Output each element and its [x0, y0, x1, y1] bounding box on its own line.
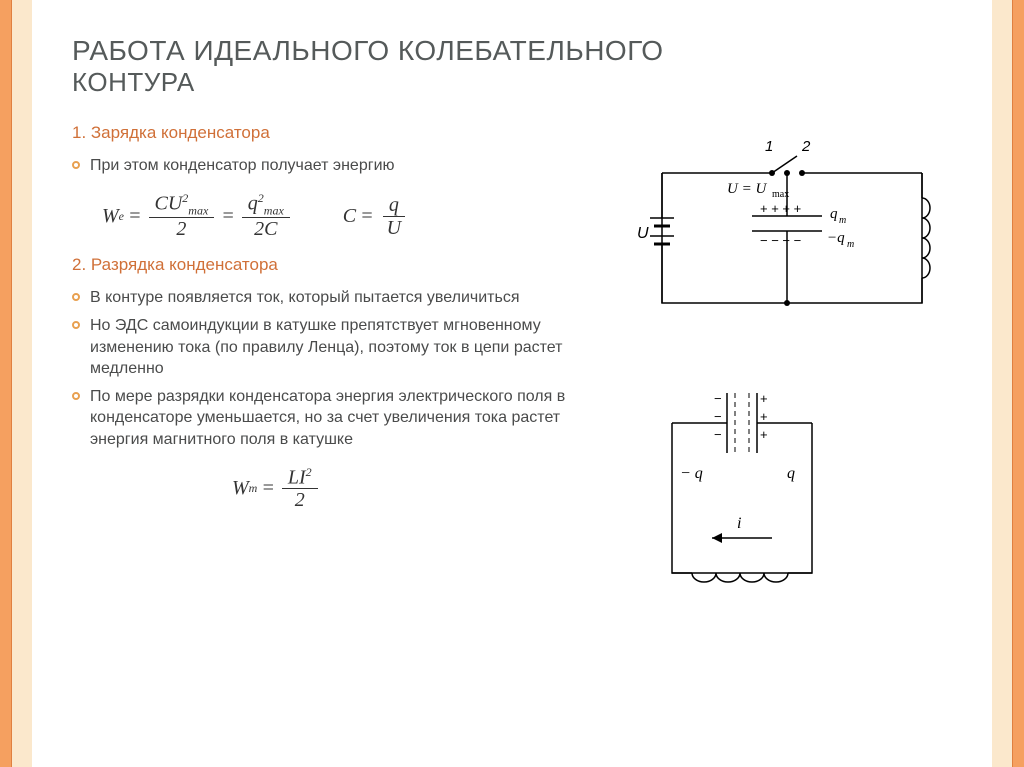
svg-text:−: −: [714, 391, 722, 406]
bullet-3: Но ЭДС самоиндукции в катушке препятству…: [72, 315, 612, 380]
bullet-icon: [72, 392, 80, 400]
svg-text:−q: −q: [827, 230, 845, 246]
formula-We: We = CU2max 2 = q2max 2C: [102, 192, 293, 241]
svg-text:+: +: [760, 409, 768, 424]
svg-text:q: q: [830, 206, 838, 222]
minus-q-label: − q: [680, 465, 703, 482]
svg-text:m: m: [839, 215, 846, 226]
bullet-3-text: Но ЭДС самоиндукции в катушке препятству…: [90, 315, 612, 380]
formula-Wm: Wm = LI2 2: [232, 466, 321, 512]
formula-row-2: Wm = LI2 2: [232, 466, 612, 512]
plus-q-label: q: [787, 465, 795, 482]
slide-title: РАБОТА ИДЕАЛЬНОГО КОЛЕБАТЕЛЬНОГО КОНТУРА: [72, 35, 952, 98]
bullet-icon: [72, 321, 80, 329]
title-big-letter: Р: [72, 35, 89, 66]
svg-text:+: +: [760, 427, 768, 442]
section-2-heading: Разрядка конденсатора: [72, 255, 612, 275]
svg-text:−: −: [714, 409, 722, 424]
switch-pos-2: 2: [801, 138, 811, 155]
left-rail-inner: [12, 0, 32, 767]
body-area: Зарядка конденсатора При этом конденсато…: [72, 123, 952, 628]
bullet-1-text: При этом конденсатор получает энергию: [90, 155, 612, 177]
formula-C: C = q U: [343, 194, 410, 239]
bullet-2: В контуре появляется ток, который пытает…: [72, 287, 612, 309]
section-1-title: Зарядка конденсатора: [91, 123, 270, 142]
title-rest: АБОТА ИДЕАЛЬНОГО КОЛЕБАТЕЛЬНОГО: [89, 35, 663, 66]
left-column: Зарядка конденсатора При этом конденсато…: [72, 123, 612, 628]
circuit-diagram-1: 1 2 U: [632, 123, 942, 323]
svg-text:m: m: [847, 239, 854, 250]
circuit-diagram-2: + + + − − − − q q i: [632, 363, 942, 603]
svg-text:max: max: [772, 189, 789, 200]
svg-text:−: −: [714, 427, 722, 442]
switch-pos-1: 1: [765, 138, 773, 155]
right-rail-inner: [992, 0, 1012, 767]
bullet-icon: [72, 161, 80, 169]
bullet-1: При этом конденсатор получает энергию: [72, 155, 612, 177]
bullet-4: По мере разрядки конденсатора энергия эл…: [72, 386, 612, 451]
svg-text:− − − −: − − − −: [760, 233, 801, 248]
svg-text:+: +: [760, 391, 768, 406]
formula-row-1: We = CU2max 2 = q2max 2C C =: [102, 192, 612, 241]
bullet-icon: [72, 293, 80, 301]
slide-content: РАБОТА ИДЕАЛЬНОГО КОЛЕБАТЕЛЬНОГО КОНТУРА…: [32, 0, 992, 767]
bullet-2-text: В контуре появляется ток, который пытает…: [90, 287, 612, 309]
section-1-heading: Зарядка конденсатора: [72, 123, 612, 143]
bullet-4-text: По мере разрядки конденсатора энергия эл…: [90, 386, 612, 451]
current-i-label: i: [737, 515, 741, 532]
title-line2: КОНТУРА: [72, 67, 952, 98]
svg-text:+ + + +: + + + +: [760, 201, 801, 216]
voltage-eq: U = U: [727, 181, 767, 197]
right-column: 1 2 U: [612, 123, 942, 628]
left-rail: [0, 0, 12, 767]
section-2-title: Разрядка конденсатора: [91, 255, 278, 274]
battery-U-label: U: [637, 225, 649, 242]
right-rail: [1012, 0, 1024, 767]
